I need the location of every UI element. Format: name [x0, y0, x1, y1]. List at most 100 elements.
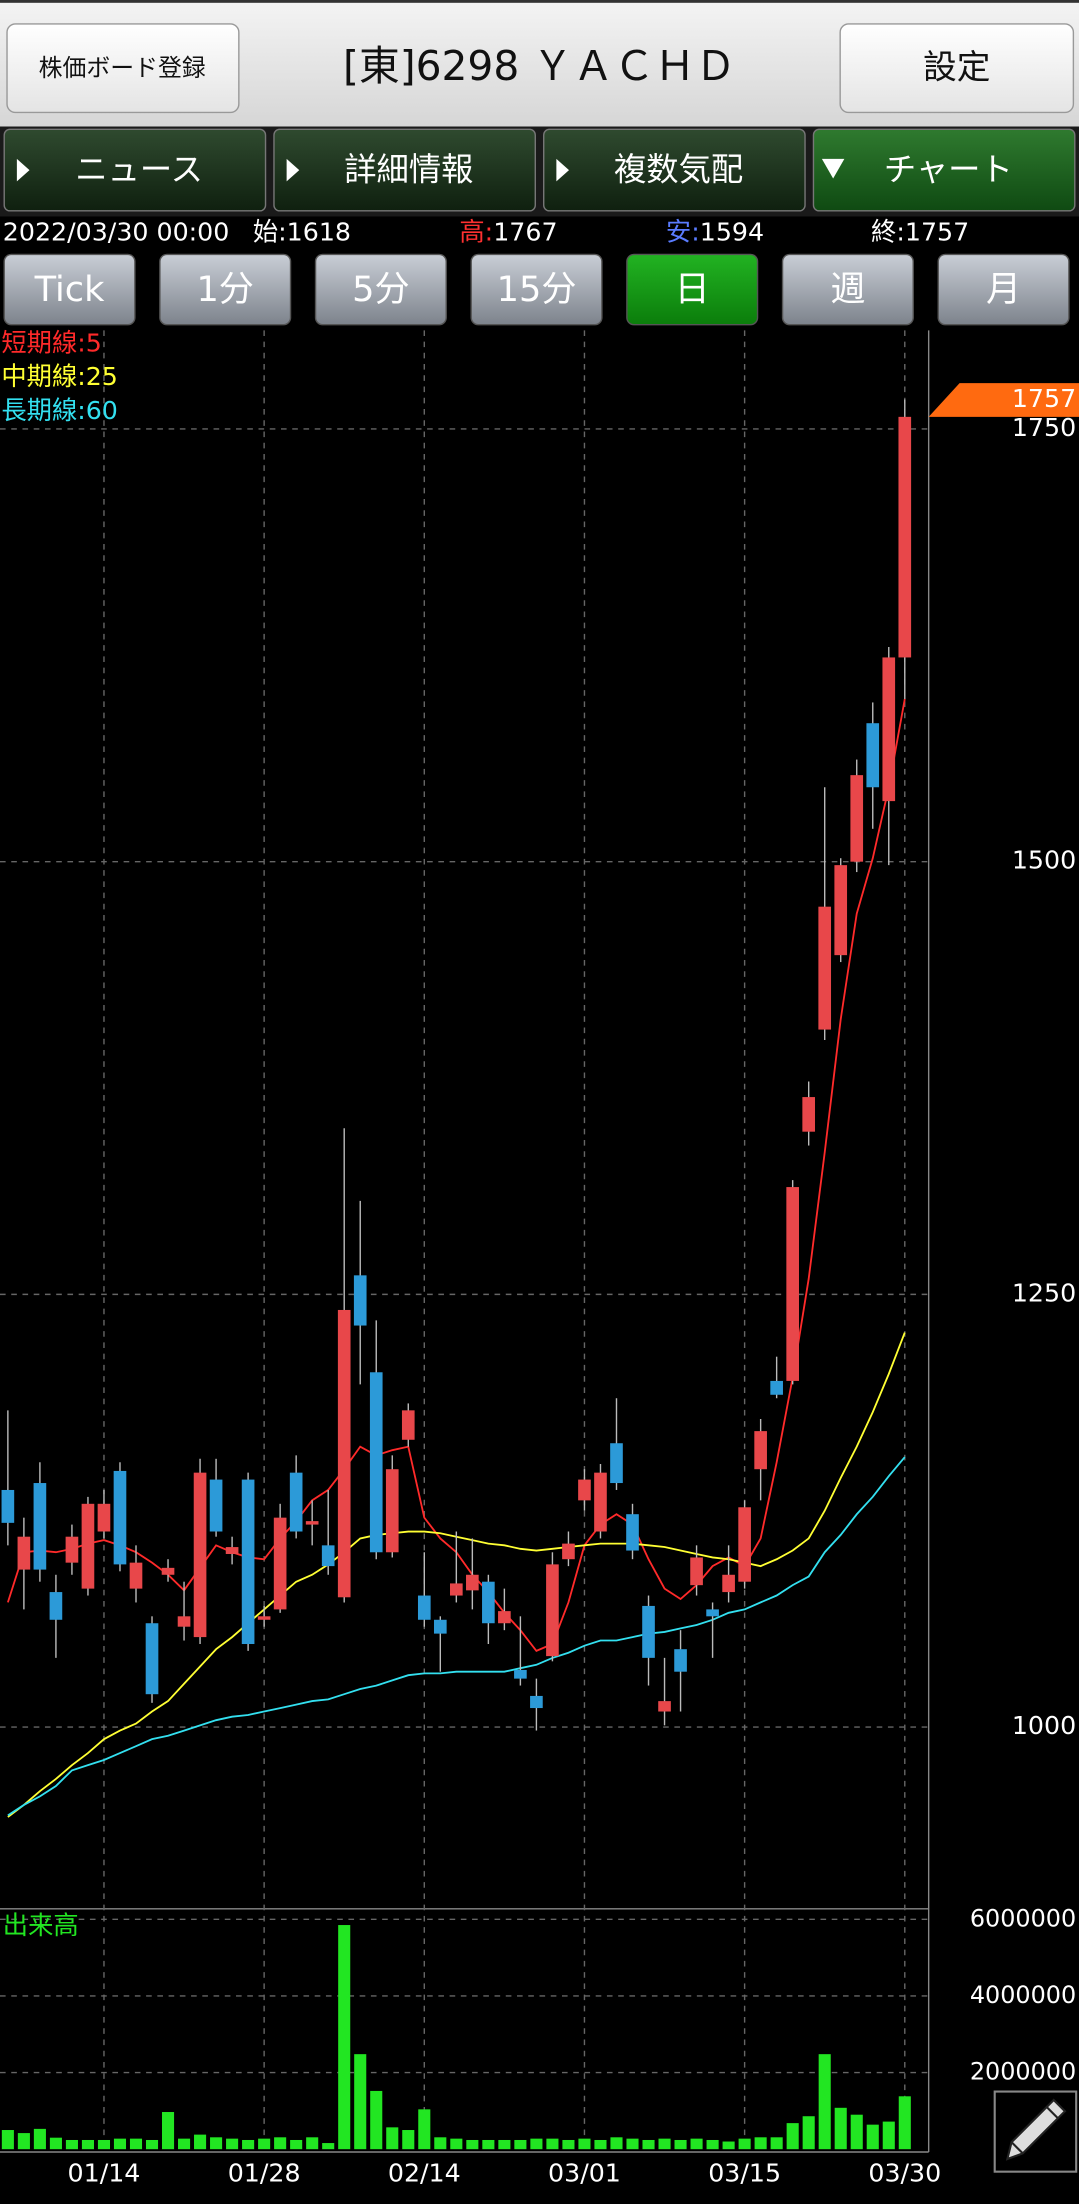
tab-label[interactable]: 複数気配: [614, 150, 743, 188]
volume-bar: [113, 2138, 127, 2150]
x-tick-label: 03/30: [868, 2158, 941, 2187]
candle-body: [882, 657, 896, 802]
tab-arrow[interactable]: [16, 158, 30, 182]
candle-body: [417, 1595, 431, 1620]
legend-entry: 長期線:60: [1, 396, 118, 425]
register-button-label[interactable]: 株価ボード登録: [39, 54, 206, 82]
volume-bar: [786, 2123, 799, 2150]
volume-bar: [498, 2139, 511, 2150]
info-close-label: 終:: [871, 217, 905, 246]
candle-body: [33, 1483, 47, 1570]
settings-button-label[interactable]: 設定: [923, 47, 990, 86]
candle-body: [273, 1517, 287, 1610]
info-open-value: 1618: [287, 217, 351, 246]
x-tick-label: 03/01: [548, 2158, 621, 2187]
period-label[interactable]: 5分: [352, 269, 409, 310]
candle-body: [337, 1309, 351, 1598]
indicator-line: [6, 698, 906, 1653]
tab-button[interactable]: [543, 128, 806, 212]
tab-button[interactable]: [3, 128, 267, 212]
period-label[interactable]: 月: [986, 269, 1021, 310]
volume-bar: [33, 2128, 46, 2150]
candle-body: [433, 1619, 447, 1634]
candle-body: [898, 416, 912, 658]
volume-bar: [65, 2139, 78, 2150]
candle-body: [546, 1564, 559, 1657]
period-label[interactable]: Tick: [34, 269, 105, 310]
legend-entry: 短期線:5: [1, 328, 101, 357]
candle-body: [289, 1472, 303, 1532]
candle-body: [482, 1581, 495, 1624]
volume-bar: [866, 2124, 879, 2150]
volume-bar: [818, 2054, 831, 2150]
tab-arrow[interactable]: [556, 158, 570, 182]
settings-button[interactable]: [839, 23, 1075, 114]
candle-body: [321, 1545, 335, 1567]
x-tick-label: 03/15: [708, 2158, 781, 2187]
period-label[interactable]: 1分: [196, 269, 253, 310]
volume-bar: [370, 2090, 383, 2150]
candle-body: [850, 775, 864, 862]
candle-body: [866, 723, 880, 788]
candle-body: [514, 1669, 527, 1679]
volume-bar: [658, 2138, 671, 2150]
candle-body: [450, 1583, 463, 1596]
period-button[interactable]: [3, 253, 136, 326]
volume-bar: [129, 2138, 143, 2150]
period-label[interactable]: 週: [830, 269, 865, 310]
tab-button[interactable]: [273, 128, 536, 212]
candle-body: [225, 1547, 239, 1555]
volume-bar: [674, 2139, 687, 2150]
volume-bar: [354, 2054, 367, 2150]
volume-bar: [178, 2138, 191, 2150]
register-button[interactable]: [6, 23, 240, 114]
volume-bar: [49, 2137, 62, 2150]
volume-tick-label: 4000000: [970, 1981, 1076, 2009]
volume-bar: [722, 2141, 735, 2150]
period-button[interactable]: [470, 253, 603, 326]
volume-bar: [434, 2137, 447, 2150]
pencil-icon[interactable]: [1005, 2098, 1067, 2161]
x-tick-label: 01/28: [228, 2158, 301, 2187]
volume-bar: [306, 2137, 319, 2150]
volume-bar: [145, 2139, 159, 2150]
tab-label[interactable]: 詳細情報: [344, 150, 473, 188]
volume-bar: [466, 2139, 479, 2150]
volume-title: 出来高: [3, 1911, 79, 1940]
period-label[interactable]: 15分: [497, 269, 577, 310]
tab-label[interactable]: チャート: [884, 150, 1013, 188]
header-edge: [0, 0, 1079, 3]
volume-bar: [322, 2143, 335, 2150]
tab-button[interactable]: [812, 128, 1076, 212]
volume-bar: [194, 2134, 207, 2150]
period-buttons: Tick 1分 5分 15分 日 週 月: [3, 253, 1070, 326]
volume-bar: [402, 2130, 415, 2150]
candle-body: [369, 1372, 383, 1553]
info-high-value: 1767: [493, 217, 557, 246]
volume-bar: [418, 2109, 431, 2150]
candle-body: [578, 1479, 591, 1501]
volume-tick-label: 2000000: [970, 2058, 1076, 2086]
period-button[interactable]: [937, 253, 1070, 326]
candle-body: [145, 1623, 159, 1695]
candle-body: [177, 1616, 191, 1627]
last-price-tag: [928, 383, 1079, 417]
period-label[interactable]: 日: [675, 269, 710, 310]
period-button[interactable]: [626, 253, 759, 326]
candle-body: [674, 1649, 687, 1672]
candle-body: [706, 1609, 719, 1617]
volume-bar: [626, 2138, 639, 2150]
period-button[interactable]: [314, 253, 447, 326]
x-tick-label: 01/14: [68, 2158, 141, 2187]
tab-label[interactable]: ニュース: [75, 150, 203, 188]
period-button[interactable]: [159, 253, 292, 326]
candle-body: [818, 906, 832, 1030]
tab-arrow[interactable]: [821, 158, 845, 179]
tab-arrow[interactable]: [286, 158, 300, 182]
candle-body: [802, 1097, 816, 1132]
period-button[interactable]: [781, 253, 914, 326]
volume-bar: [610, 2137, 623, 2150]
info-open-label: 始:: [253, 217, 287, 246]
y-tick-label: 1500: [1012, 846, 1076, 875]
